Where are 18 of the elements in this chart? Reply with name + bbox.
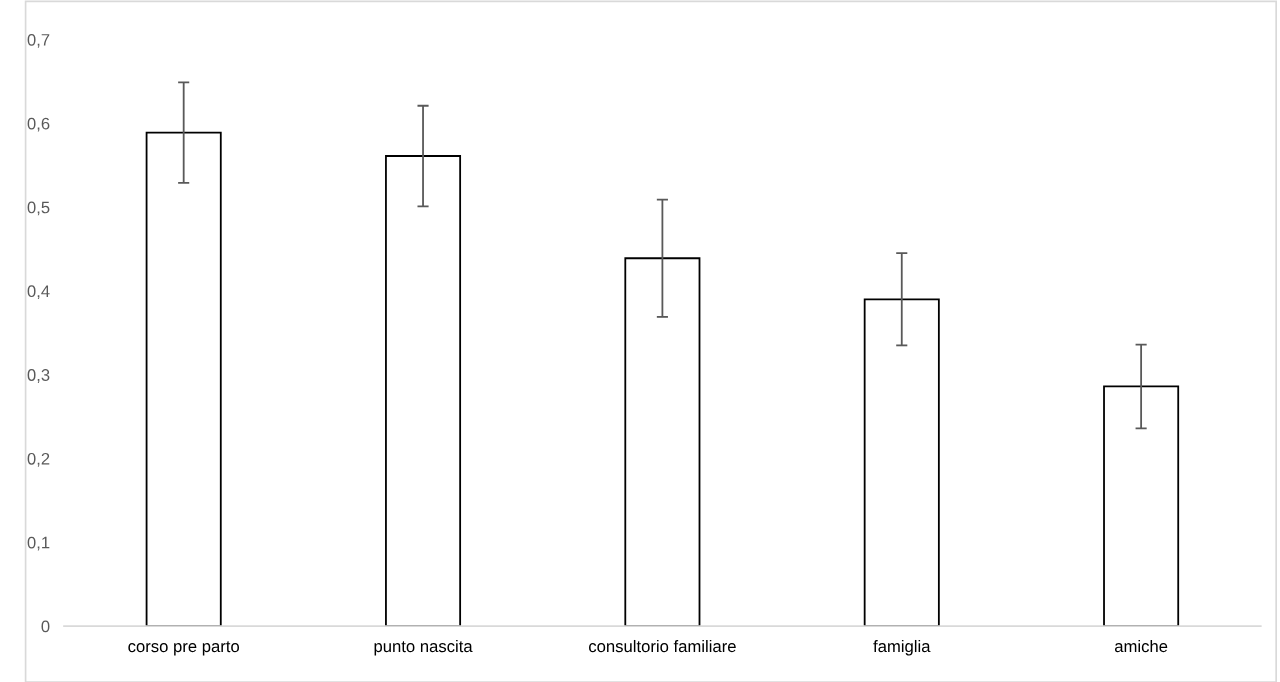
bar xyxy=(145,131,222,627)
bar xyxy=(1103,385,1180,627)
y-tick-label: 0,6 xyxy=(27,117,50,132)
y-tick-label: 0,5 xyxy=(27,201,50,216)
y-tick-label: 0,2 xyxy=(27,452,50,467)
y-tick-label: 0,7 xyxy=(27,33,50,48)
x-tick-label: consultorio familiare xyxy=(589,639,736,653)
x-tick-label: famiglia xyxy=(873,639,931,656)
y-tick-label: 0,1 xyxy=(27,536,50,551)
x-tick-label: amiche xyxy=(1114,639,1168,653)
bar xyxy=(624,257,701,627)
bar xyxy=(385,155,462,627)
y-tick-label: 0 xyxy=(41,620,50,633)
bar xyxy=(863,298,940,627)
y-tick-label: 0,4 xyxy=(27,285,50,300)
y-tick-label: 0,3 xyxy=(27,369,50,383)
x-tick-label: punto nascita xyxy=(374,639,473,656)
x-tick-label: corso pre parto xyxy=(128,641,240,656)
